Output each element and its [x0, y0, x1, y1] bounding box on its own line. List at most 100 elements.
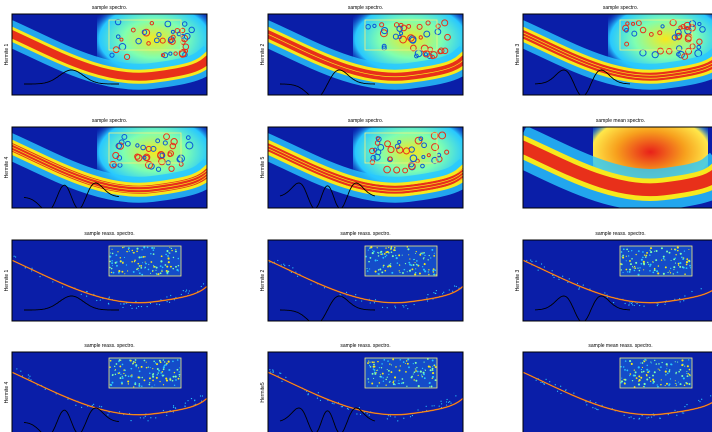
reass-dot — [642, 251, 644, 253]
reass-scatter — [340, 294, 341, 295]
reass-dot — [162, 371, 164, 373]
reass-scatter — [456, 286, 457, 287]
reass-scatter — [101, 406, 102, 407]
reass-dot — [644, 361, 646, 363]
reass-scatter — [682, 412, 683, 413]
reass-dot — [676, 383, 677, 384]
reass-dot — [126, 264, 127, 265]
reass-dot — [174, 385, 175, 386]
reass-dot — [391, 364, 392, 365]
reass-dot — [424, 361, 425, 362]
reass-dot — [387, 251, 389, 253]
reass-dot — [624, 379, 626, 381]
reass-dot — [658, 369, 659, 370]
reass-scatter — [155, 417, 156, 418]
reass-dot — [686, 261, 688, 263]
reass-dot — [646, 369, 648, 371]
reass-dot — [686, 371, 687, 372]
reass-dot — [389, 363, 390, 364]
reass-dot — [381, 367, 382, 368]
reass-scatter — [390, 415, 391, 416]
reass-dot — [390, 249, 391, 250]
reass-dot — [373, 368, 374, 369]
reass-scatter — [292, 267, 293, 268]
reass-scatter — [590, 400, 591, 401]
reass-dot — [112, 253, 114, 255]
reass-dot — [646, 255, 648, 257]
reass-dot — [620, 382, 622, 384]
reass-dot — [122, 376, 123, 377]
reass-dot — [135, 359, 137, 361]
reass-dot — [626, 269, 628, 271]
reass-dot — [413, 264, 415, 266]
reass-dot — [145, 262, 146, 263]
reass-scatter — [387, 307, 388, 308]
reass-dot — [408, 366, 410, 368]
reass-scatter — [355, 294, 356, 295]
panel-title: sample spectro. — [92, 118, 127, 124]
reass-scatter — [394, 306, 395, 307]
reass-dot — [177, 359, 179, 361]
spectrogram — [518, 240, 712, 322]
reass-scatter — [541, 263, 542, 264]
panel-title: sample reass. spectro. — [84, 231, 134, 237]
reass-scatter — [99, 406, 100, 407]
reass-dot — [657, 386, 659, 388]
panel-title: sample reass. spectro. — [595, 231, 645, 237]
reass-dot — [373, 250, 375, 252]
reass-dot — [681, 359, 683, 361]
reass-dot — [395, 366, 397, 368]
reass-dot — [646, 252, 648, 254]
reass-dot — [391, 371, 393, 373]
reass-scatter — [402, 305, 403, 306]
reass-dot — [393, 381, 394, 382]
reass-scatter — [629, 417, 630, 418]
reass-dot — [375, 259, 377, 261]
reass-dot — [147, 247, 149, 249]
reass-scatter — [427, 294, 428, 295]
reass-dot — [123, 373, 124, 374]
reass-scatter — [648, 417, 649, 418]
reass-dot — [427, 259, 428, 260]
reass-scatter — [317, 398, 318, 399]
reass-dot — [122, 262, 124, 264]
reass-dot — [628, 251, 629, 252]
reass-dot — [110, 360, 112, 362]
reass-scatter — [359, 407, 360, 408]
reass-dot — [681, 364, 683, 366]
reass-dot — [409, 258, 410, 259]
reass-scatter — [449, 289, 450, 290]
reass-scatter — [701, 399, 702, 400]
reass-dot — [398, 380, 399, 381]
reass-dot — [432, 376, 434, 378]
reass-dot — [428, 274, 429, 275]
reass-scatter — [120, 303, 121, 304]
reass-dot — [172, 268, 174, 270]
reass-dot — [168, 252, 169, 253]
reass-dot — [403, 361, 405, 363]
reass-dot — [156, 363, 158, 365]
reass-dot — [420, 252, 422, 254]
reass-scatter — [361, 300, 362, 301]
reass-dot — [621, 378, 622, 379]
reass-scatter — [684, 406, 685, 407]
reass-dot — [373, 378, 374, 379]
reass-scatter — [194, 400, 195, 401]
reass-dot — [118, 272, 120, 274]
reass-dot — [369, 365, 370, 366]
reass-scatter — [140, 417, 141, 418]
reass-dot — [435, 274, 436, 275]
reass-scatter — [433, 292, 434, 293]
reass-dot — [160, 372, 162, 374]
reass-dot — [416, 251, 417, 252]
reass-dot — [388, 370, 390, 372]
y-label: Hermite 1 — [4, 269, 10, 291]
reass-dot — [377, 252, 378, 253]
reass-dot — [417, 371, 419, 373]
reass-dot — [383, 265, 384, 266]
reass-dot — [432, 369, 434, 371]
reass-scatter — [633, 418, 634, 419]
reass-scatter — [586, 404, 587, 405]
reass-dot — [138, 270, 139, 271]
reass-dot — [115, 374, 116, 375]
